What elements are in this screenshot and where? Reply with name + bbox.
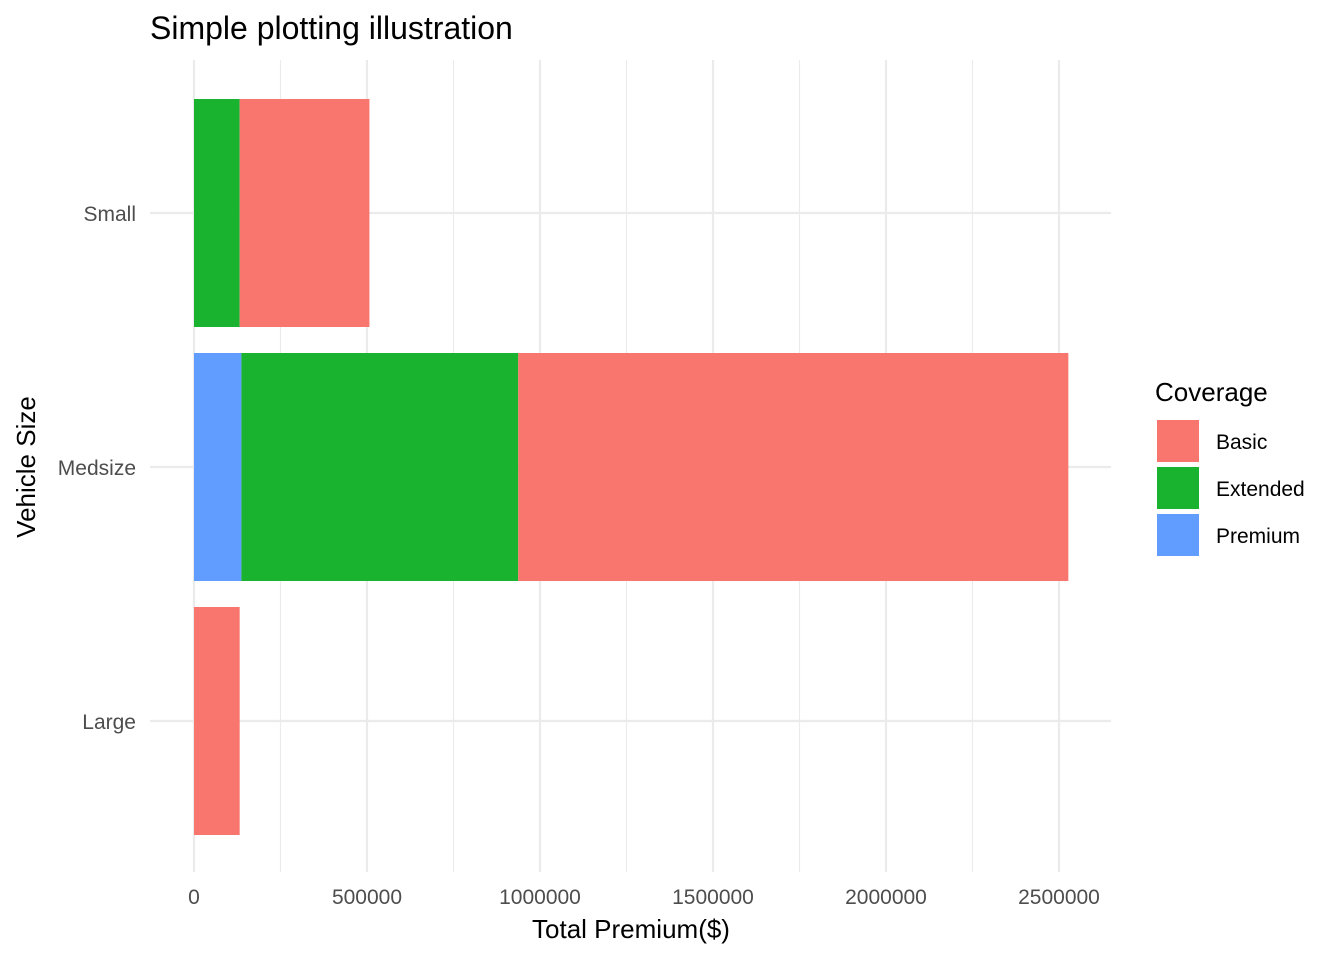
bar-medsize-extended	[241, 353, 519, 581]
legend-label: Premium	[1216, 525, 1300, 548]
y-tick-label: Medsize	[58, 457, 136, 480]
bar-medsize-basic	[518, 353, 1069, 581]
bar-small-basic	[239, 99, 370, 327]
x-tick-label: 2500000	[1018, 886, 1100, 909]
bar-small-extended	[194, 99, 240, 327]
y-axis-ticks: Small Medsize Large	[58, 203, 136, 734]
chart-title: Simple plotting illustration	[150, 10, 513, 46]
x-tick-label: 2000000	[845, 886, 927, 909]
bar-medsize-premium	[194, 353, 242, 581]
x-tick-label: 0	[188, 886, 200, 909]
legend-key-basic	[1157, 420, 1199, 462]
x-tick-label: 1000000	[499, 886, 581, 909]
legend-title: Coverage	[1155, 377, 1268, 407]
y-tick-label: Large	[82, 711, 136, 734]
x-axis-ticks: 0 500000 1000000 1500000 2000000 2500000	[188, 886, 1100, 909]
legend-key-extended	[1157, 467, 1199, 509]
y-tick-label: Small	[83, 203, 136, 226]
bars	[194, 99, 1069, 835]
bar-large-basic	[194, 607, 240, 835]
legend-label: Basic	[1216, 431, 1267, 454]
legend-key-premium	[1157, 514, 1199, 556]
x-tick-label: 500000	[332, 886, 402, 909]
x-tick-label: 1500000	[672, 886, 754, 909]
y-axis-title: Vehicle Size	[11, 396, 41, 538]
legend-label: Extended	[1216, 478, 1305, 501]
x-axis-title: Total Premium($)	[532, 914, 730, 944]
legend: Coverage Basic Extended Premium	[1155, 377, 1305, 556]
